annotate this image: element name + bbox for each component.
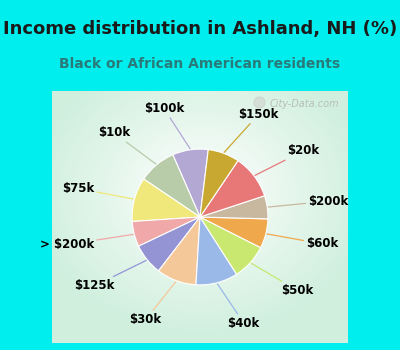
Wedge shape: [139, 217, 200, 271]
Text: $100k: $100k: [144, 102, 190, 149]
Wedge shape: [200, 161, 264, 217]
Wedge shape: [132, 179, 200, 222]
Text: $125k: $125k: [74, 260, 146, 292]
Text: Income distribution in Ashland, NH (%): Income distribution in Ashland, NH (%): [3, 20, 397, 38]
Wedge shape: [200, 217, 268, 248]
Wedge shape: [158, 217, 200, 285]
Wedge shape: [144, 155, 200, 217]
Wedge shape: [173, 149, 208, 217]
Text: $20k: $20k: [255, 145, 320, 175]
Wedge shape: [196, 217, 236, 285]
Text: $200k: $200k: [268, 195, 349, 208]
Text: City-Data.com: City-Data.com: [270, 99, 339, 108]
Wedge shape: [200, 196, 268, 219]
Text: $150k: $150k: [224, 108, 279, 152]
Text: $30k: $30k: [130, 282, 176, 326]
Text: $75k: $75k: [62, 182, 133, 199]
Text: Black or African American residents: Black or African American residents: [60, 57, 340, 71]
Wedge shape: [132, 217, 200, 246]
Text: $50k: $50k: [251, 263, 314, 297]
Text: $10k: $10k: [98, 126, 156, 164]
Wedge shape: [200, 149, 238, 217]
Text: > $200k: > $200k: [40, 234, 133, 251]
Wedge shape: [200, 217, 261, 274]
Text: $60k: $60k: [267, 234, 338, 250]
Text: $40k: $40k: [217, 284, 260, 330]
